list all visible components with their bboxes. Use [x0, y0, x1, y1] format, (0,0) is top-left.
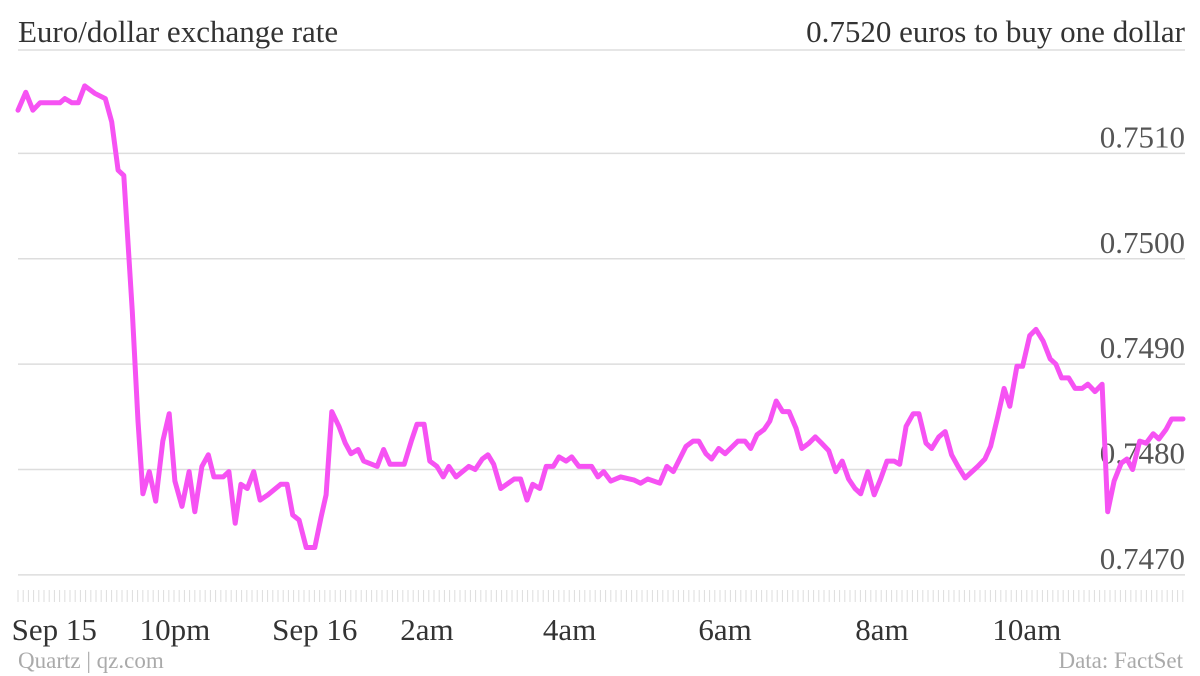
y-tick-label: 0.7470 [1100, 541, 1185, 576]
x-tick-label: Sep 15 [12, 612, 97, 647]
x-tick-label: 2am [400, 612, 453, 647]
chart-title: Euro/dollar exchange rate [18, 14, 338, 49]
source: Data: FactSet [1058, 648, 1183, 673]
x-tick-label: 4am [543, 612, 596, 647]
credit: Quartz | qz.com [18, 648, 164, 673]
line [15, 83, 1186, 550]
x-tick-label: Sep 16 [272, 612, 357, 647]
x-tick-label: 10pm [140, 612, 211, 647]
x-tick-label: 10am [992, 612, 1061, 647]
y-tick-label: 0.7500 [1100, 225, 1185, 260]
x-tick-label: 8am [855, 612, 908, 647]
y-tick-label: 0.7510 [1100, 119, 1185, 154]
x-tick-label: 6am [698, 612, 751, 647]
y-tick-label: 0.7490 [1100, 330, 1185, 365]
chart-subtitle: 0.7520 euros to buy one dollar [806, 14, 1186, 49]
